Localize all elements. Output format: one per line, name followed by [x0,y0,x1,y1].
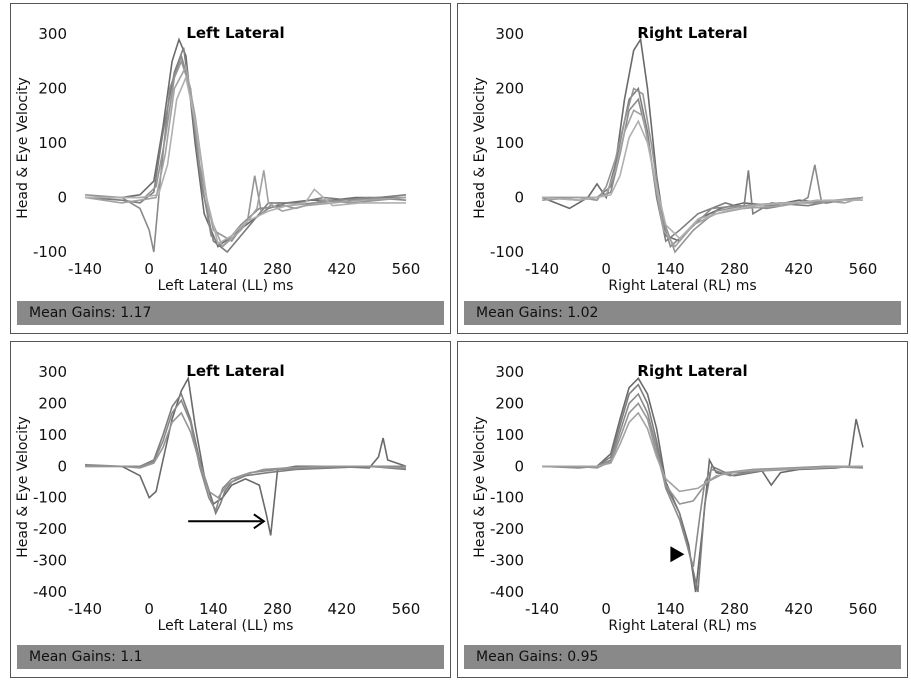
series-line-6 [541,119,863,240]
x-tick-label: -140 [68,260,102,278]
series-line-1 [85,375,407,536]
x-tick-label: 560 [849,600,878,618]
y-tick-label: 100 [38,426,67,444]
x-tick-label: 0 [601,600,611,618]
chart-svg: Left Lateral 300 200 100 0 -100-140 0 140 280 420… [15,24,421,294]
series-line-4 [85,411,407,499]
x-tick-label: 560 [392,260,421,278]
y-tick-label: 0 [514,457,524,475]
y-tick-label: 0 [57,457,67,475]
chart-title: Left Lateral [186,362,284,380]
y-tick-label: -200 [490,520,524,538]
series-line-1 [541,37,864,243]
y-axis-label: Head & Eye Velocity [15,77,31,219]
chart-title: Right Lateral [637,362,747,380]
chart-svg: Right Lateral 300 200 100 0 -100-140 0 140 280 42… [472,24,878,294]
y-tick-label: -100 [490,243,524,261]
series-line-4 [84,59,407,243]
x-axis-label: Right Lateral (RL) ms [608,278,756,294]
y-tick-label: 100 [495,134,524,152]
x-tick-label: 0 [144,260,154,278]
y-axis-label: Head & Eye Velocity [15,416,31,558]
annotation-arrowhead [670,546,685,563]
x-axis-label: Right Lateral (RL) ms [608,618,756,634]
y-tick-label: 300 [495,363,524,381]
mean-gains-bar: Mean Gains: 1.1 [17,645,444,669]
y-tick-label: 200 [495,394,524,412]
series-line-4 [542,87,864,254]
x-tick-label: 140 [656,600,685,618]
x-tick-label: 140 [656,260,685,278]
chart-panel-top-right: Right Lateral 300 200 100 0 -100 -140 0 140 280 42… [457,3,908,334]
chart-svg: Right Lateral 300 200 100 0 -100 -200 -300 -400-… [472,362,878,634]
y-tick-label: 300 [38,25,67,43]
x-axis-label: Left Lateral (LL) ms [158,618,294,634]
x-tick-label: 280 [720,600,749,618]
y-tick-label: 300 [495,25,524,43]
y-tick-label: -400 [33,583,67,601]
x-tick-label: 280 [263,600,292,618]
x-tick-label: 420 [784,600,813,618]
y-axis-label: Head & Eye Velocity [472,416,488,558]
chart-title: Left Lateral [186,24,284,42]
series-line-1 [85,37,406,248]
y-tick-label: -300 [490,552,524,570]
x-tick-label: -140 [525,260,559,278]
y-tick-label: 200 [38,394,67,412]
series-line-5 [542,411,863,493]
y-tick-label: 200 [38,80,67,98]
y-tick-label: -100 [33,489,67,507]
mean-gains-bar: Mean Gains: 0.95 [464,645,901,669]
y-tick-label: 0 [57,189,67,207]
series-line-3 [542,97,864,249]
x-axis-label: Left Lateral (LL) ms [158,278,294,294]
chart-panel-bottom-left: Left Lateral 300 200 100 0 -100 -200 -300 -400 -1… [10,341,451,678]
x-tick-label: 560 [849,260,878,278]
x-tick-label: 420 [327,260,356,278]
y-axis-label: Head & Eye Velocity [472,77,488,219]
y-tick-label: 100 [495,426,524,444]
chart-panel-bottom-right: Right Lateral 300 200 100 0 -100 -200 -300 -400-… [457,341,908,678]
y-tick-label: 100 [38,134,67,152]
series-line-3 [541,392,864,568]
annotation-arrow-head [253,513,266,530]
mean-gains-bar: Mean Gains: 1.02 [464,301,901,325]
series-line-3 [84,398,406,513]
y-tick-label: -100 [33,243,67,261]
series-line-2 [85,392,407,516]
x-tick-label: 280 [720,260,749,278]
y-tick-label: 0 [514,189,524,207]
x-tick-label: -140 [525,600,559,618]
chart-svg: Left Lateral 300 200 100 0 -100 -200 -300 -400-1… [15,362,421,634]
x-tick-label: 280 [263,260,292,278]
series-line-6 [85,74,406,246]
x-tick-label: 420 [784,260,813,278]
y-tick-label: -300 [33,552,67,570]
chart-panel-top-left: Left Lateral 300 200 100 0 -100 -140 0 140 280 420… [10,3,451,334]
y-tick-label: 300 [38,363,67,381]
y-tick-label: -100 [490,489,524,507]
x-tick-label: 560 [392,600,421,618]
x-tick-label: 0 [144,600,154,618]
series-line-4 [542,402,863,505]
x-tick-label: 140 [199,260,228,278]
x-tick-label: 0 [601,260,611,278]
y-tick-label: 200 [495,80,524,98]
series-line-5 [541,109,864,248]
y-tick-label: -400 [490,583,524,601]
x-tick-label: 420 [327,600,356,618]
y-tick-label: -200 [33,520,67,538]
x-tick-label: 140 [199,600,228,618]
chart-title: Right Lateral [637,24,747,42]
mean-gains-bar: Mean Gains: 1.17 [17,301,444,325]
x-tick-label: -140 [68,600,102,618]
series-line-5 [84,64,407,248]
